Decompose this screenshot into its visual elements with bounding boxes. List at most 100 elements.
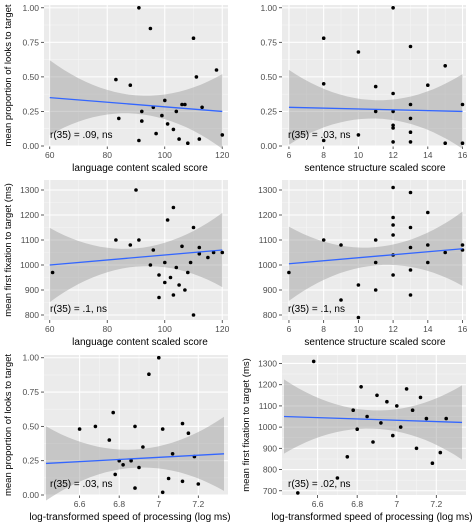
- x-tick-label: 6.6: [312, 499, 324, 509]
- data-point: [183, 102, 187, 107]
- y-tick-label: 900: [25, 285, 39, 295]
- y-tick-label: 900: [263, 285, 277, 295]
- y-tick-label: 1000: [258, 422, 277, 432]
- x-tick-label: 7: [394, 499, 399, 509]
- x-tick-label: 8: [321, 324, 326, 334]
- data-point: [373, 84, 378, 89]
- y-tick-label: 1200: [20, 210, 39, 220]
- data-point: [339, 243, 343, 247]
- data-point: [339, 298, 343, 302]
- data-point: [196, 482, 201, 486]
- data-point: [174, 109, 179, 114]
- data-point: [414, 446, 419, 451]
- x-tick-label: 120: [215, 150, 229, 160]
- x-tick-label: 10: [354, 150, 364, 160]
- data-point: [191, 225, 196, 230]
- data-point: [151, 248, 156, 252]
- data-point: [114, 77, 118, 82]
- y-tick-label: 1200: [258, 210, 277, 220]
- y-tick-label: 0.00: [260, 141, 277, 151]
- data-point: [188, 260, 193, 265]
- data-point: [391, 109, 395, 114]
- data-point: [438, 450, 443, 455]
- data-point: [157, 295, 161, 300]
- data-point: [157, 355, 161, 360]
- data-point: [408, 225, 413, 230]
- data-point: [137, 6, 141, 10]
- panel-background: [282, 180, 466, 320]
- data-point: [391, 123, 395, 128]
- data-point: [128, 83, 133, 87]
- data-point: [418, 395, 423, 400]
- data-point: [191, 313, 196, 317]
- y-tick-label: 0.50: [260, 72, 277, 82]
- data-point: [391, 273, 395, 277]
- panel-background: [282, 355, 466, 495]
- chart-panel-6: 6.6 6.8 7 7.2 700 800 900 1000 1100 1200 1300 r(35)…: [241, 355, 473, 523]
- data-point: [197, 252, 202, 256]
- data-point: [134, 188, 138, 192]
- data-point: [140, 119, 144, 123]
- data-point: [166, 476, 171, 481]
- data-point: [356, 133, 361, 137]
- y-tick-label: 0.25: [260, 106, 277, 116]
- y-tick-label: 800: [263, 465, 277, 475]
- data-point: [311, 359, 316, 364]
- data-point: [443, 64, 448, 68]
- x-tick-label: 60: [45, 150, 55, 160]
- data-point: [391, 223, 395, 227]
- x-tick-label: 6.8: [351, 499, 363, 509]
- data-point: [117, 116, 121, 121]
- data-point: [160, 490, 165, 495]
- y-tick-label: 0.00: [22, 490, 39, 500]
- x-tick-label: 6.6: [74, 499, 86, 509]
- x-tick-label: 16: [458, 150, 468, 160]
- data-point: [408, 140, 413, 144]
- regression-line: [288, 106, 463, 113]
- data-point: [121, 463, 125, 467]
- data-point: [160, 113, 164, 118]
- data-point: [171, 293, 176, 297]
- data-point: [373, 109, 378, 114]
- data-point: [391, 433, 395, 438]
- x-tick-label: 100: [158, 150, 172, 160]
- data-point: [197, 137, 202, 141]
- y-axis-label: mean proportion of looks to target: [3, 354, 14, 496]
- regression-line: [49, 96, 223, 113]
- y-tick-label: 1200: [258, 380, 277, 390]
- data-point: [133, 424, 137, 429]
- data-point: [398, 425, 403, 429]
- data-point: [355, 427, 360, 432]
- data-point: [391, 6, 395, 10]
- y-tick-label: 800: [263, 310, 277, 320]
- data-point: [137, 138, 141, 143]
- data-point: [430, 461, 435, 466]
- data-point: [191, 36, 196, 40]
- data-point: [137, 238, 141, 242]
- data-point: [137, 465, 141, 470]
- y-tick-label: 1300: [258, 185, 277, 195]
- y-tick-label: 1000: [20, 260, 39, 270]
- data-point: [165, 122, 170, 126]
- data-point: [168, 275, 173, 280]
- x-axis-label: language content scaled score: [72, 163, 208, 174]
- data-point: [180, 421, 185, 426]
- data-point: [351, 408, 356, 413]
- data-point: [170, 452, 175, 456]
- regression-line: [283, 415, 463, 424]
- x-tick-label: 6.8: [113, 499, 125, 509]
- y-tick-label: 1100: [21, 235, 40, 245]
- data-point: [365, 414, 369, 419]
- chart-panel-4: 6 8 10 12 14 16 800 900 1000 1100 1200 1300 r(35) = …: [258, 180, 468, 348]
- data-point: [147, 372, 151, 377]
- x-tick-label: 10: [354, 324, 364, 334]
- y-axis-label: mean first fixation to target (ms): [241, 358, 252, 492]
- x-tick-label: 16: [458, 324, 468, 334]
- x-tick-label: 7.2: [430, 499, 442, 509]
- data-point: [220, 250, 225, 255]
- data-point: [114, 238, 118, 242]
- minor-grid: [282, 5, 466, 146]
- y-tick-label: 900: [263, 443, 277, 453]
- data-point: [129, 458, 133, 463]
- data-point: [395, 404, 399, 408]
